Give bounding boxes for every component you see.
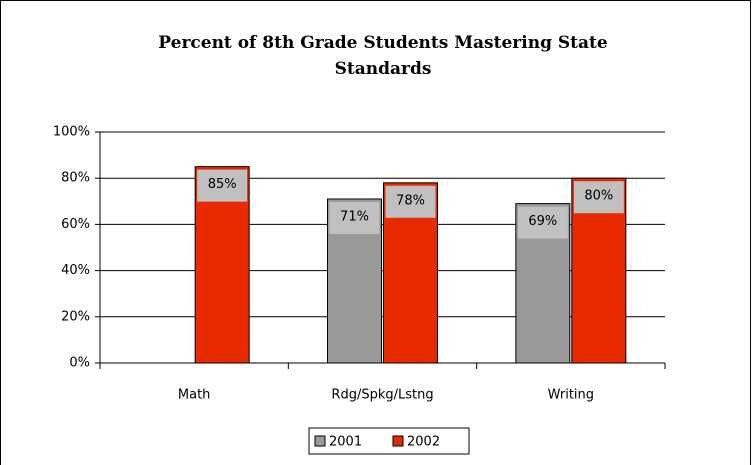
value-label: 69% — [528, 214, 557, 229]
x-tick-label: Rdg/Spkg/Lstng — [331, 388, 433, 403]
y-tick-label: 20% — [61, 309, 90, 324]
value-label: 80% — [584, 189, 613, 204]
y-tick-label: 40% — [61, 263, 90, 278]
value-label: 71% — [340, 209, 369, 224]
y-tick-label: 80% — [61, 171, 90, 186]
legend-label: 2002 — [407, 435, 440, 450]
x-tick-label: Writing — [548, 388, 594, 403]
value-label-box — [573, 181, 624, 214]
value-label: 78% — [396, 193, 425, 208]
value-label: 85% — [208, 177, 237, 192]
legend-swatch — [392, 435, 404, 447]
x-tick-label: Math — [178, 388, 211, 403]
legend-label: 2001 — [329, 435, 362, 450]
value-label-box — [385, 185, 436, 218]
value-label-box — [197, 169, 248, 202]
value-label-box — [517, 206, 568, 239]
legend-box — [308, 427, 470, 455]
legend-swatch — [314, 435, 326, 447]
y-tick-label: 60% — [61, 217, 90, 232]
value-label-box — [329, 201, 380, 234]
y-tick-label: 0% — [69, 356, 90, 371]
chart-title: Percent of 8th Grade Students Mastering … — [158, 33, 608, 79]
y-tick-label: 100% — [53, 125, 90, 140]
